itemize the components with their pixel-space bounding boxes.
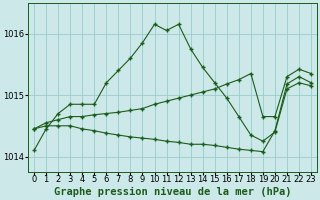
X-axis label: Graphe pression niveau de la mer (hPa): Graphe pression niveau de la mer (hPa)	[54, 187, 291, 197]
